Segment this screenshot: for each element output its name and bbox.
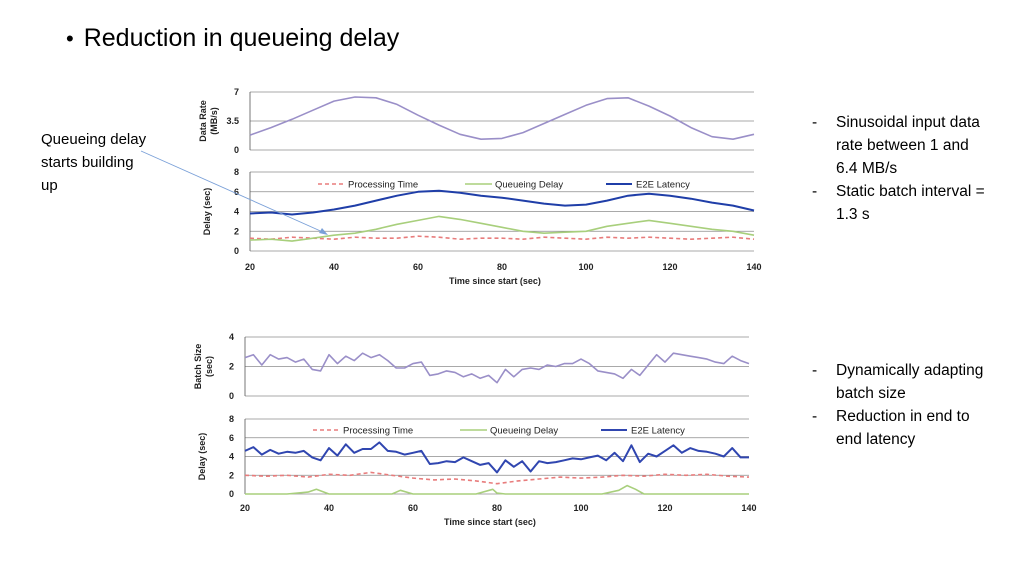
series-line-processing: [244, 471, 750, 485]
x-tick-label: 120: [657, 503, 672, 513]
y-tick-label: 8: [234, 167, 239, 177]
y-tick-label: 0: [234, 246, 239, 256]
chart-bottom-batch: 0 2 4 Batch Size(sec): [193, 332, 750, 401]
note-item: Sinusoidal input data rate between 1 and…: [812, 111, 992, 180]
y-tick-label: 2: [229, 362, 234, 372]
notes-top: Sinusoidal input data rate between 1 and…: [812, 111, 992, 226]
callout-arrow: [140, 150, 328, 235]
note-item: Static batch interval = 1.3 s: [812, 180, 992, 226]
x-tick-label: 20: [245, 262, 255, 272]
y-tick-label: 3.5: [226, 116, 239, 126]
legend-label: Queueing Delay: [495, 180, 563, 191]
bullet-icon: •: [66, 25, 74, 51]
y-axis-label: Batch Size(sec): [193, 344, 214, 390]
x-tick-label: 60: [413, 262, 423, 272]
chart-bottom-delay: 0 2 4 6 8 Delay (sec) 20 40 60 80 100 120 140 Time si…: [197, 414, 757, 527]
legend-label: Processing Time: [348, 180, 418, 191]
series-line-queueing: [245, 484, 749, 495]
y-tick-label: 4: [229, 332, 234, 342]
x-tick-label: 100: [578, 262, 593, 272]
x-tick-label: 20: [240, 503, 250, 513]
x-tick-label: 80: [492, 503, 502, 513]
x-axis-label: Time since start (sec): [449, 276, 541, 286]
y-tick-label: 6: [229, 433, 234, 443]
legend-label: E2E Latency: [636, 180, 690, 191]
legend-label: E2E Latency: [631, 426, 685, 437]
y-tick-label: 0: [234, 145, 239, 155]
note-item: Dynamically adapting batch size: [812, 359, 992, 405]
y-tick-label: 6: [234, 187, 239, 197]
chart-top-delay: 0 2 4 6 8 Delay (sec) 20 40 60 80 100 120 140 Time si…: [202, 167, 762, 286]
series-line-processing: [249, 235, 755, 240]
legend-label: Processing Time: [343, 426, 413, 437]
y-axis-label: Delay (sec): [197, 433, 207, 481]
y-tick-label: 0: [229, 391, 234, 401]
slide-title-text: Reduction in queueing delay: [83, 24, 400, 52]
series-line-rate: [249, 96, 755, 140]
y-axis-label: Delay (sec): [202, 188, 212, 236]
x-axis-label: Time since start (sec): [444, 517, 536, 527]
note-item: Reduction in end to end latency: [812, 405, 992, 451]
y-tick-label: 0: [229, 489, 234, 499]
x-tick-label: 40: [329, 262, 339, 272]
callout-text: Queueing delay starts building up: [41, 131, 147, 194]
y-tick-label: 2: [234, 226, 239, 236]
x-tick-label: 80: [497, 262, 507, 272]
x-tick-label: 40: [324, 503, 334, 513]
y-tick-label: 8: [229, 414, 234, 424]
x-tick-label: 100: [573, 503, 588, 513]
series-line-e2e_top: [249, 189, 755, 216]
x-tick-label: 140: [746, 262, 761, 272]
chart-top-rate: 0 3.5 7 Data Rate(MB/s): [198, 87, 755, 155]
y-tick-label: 2: [229, 470, 234, 480]
notes-bottom: Dynamically adapting batch size Reductio…: [812, 359, 992, 451]
y-axis-label: Data Rate(MB/s): [198, 100, 219, 142]
legend-label: Queueing Delay: [490, 426, 558, 437]
x-tick-label: 140: [741, 503, 756, 513]
series-line-e2e_bottom: [244, 441, 749, 474]
y-tick-label: 4: [229, 452, 234, 462]
x-tick-label: 120: [662, 262, 677, 272]
x-tick-label: 60: [408, 503, 418, 513]
y-tick-label: 4: [234, 207, 239, 217]
series-line-batch: [244, 352, 750, 384]
series-line-queueing: [249, 215, 755, 242]
slide-title: • Reduction in queueing delay: [66, 24, 399, 53]
y-tick-label: 7: [234, 87, 239, 97]
